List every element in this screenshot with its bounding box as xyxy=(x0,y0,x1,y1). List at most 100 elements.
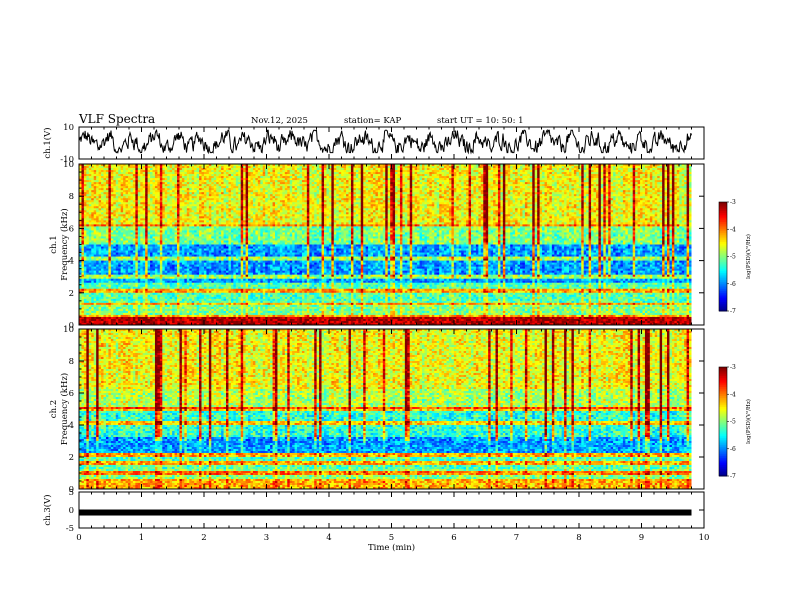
spectrogram-cell xyxy=(162,164,166,167)
spectrogram-cell xyxy=(353,170,357,173)
spectrogram-cell xyxy=(88,170,92,173)
spectrogram-cell xyxy=(257,174,261,177)
spectrogram-cell xyxy=(135,166,139,169)
spectrogram-cell xyxy=(422,166,425,169)
spectrogram-cell xyxy=(485,176,489,179)
spectrogram-cell xyxy=(326,166,330,169)
spectrogram-cell xyxy=(554,174,558,177)
spectrogram-cell xyxy=(319,168,322,171)
spectrogram-cell xyxy=(287,166,291,169)
spectrogram-cell xyxy=(201,166,205,169)
spectrogram-cell xyxy=(603,174,607,177)
spectrogram-cell xyxy=(649,168,653,171)
spectrogram-cell xyxy=(637,164,641,167)
spectrogram-cell xyxy=(132,170,136,173)
spectrogram-cell xyxy=(387,170,391,173)
spectrogram-cell xyxy=(186,172,190,175)
spectrogram-cell xyxy=(265,170,269,173)
spectrogram-cell xyxy=(689,174,692,177)
spectrogram-cell xyxy=(488,172,491,175)
spectrogram-cell xyxy=(586,168,589,171)
spectrogram-cell xyxy=(360,164,364,167)
spectrogram-cell xyxy=(505,168,509,171)
spectrogram-cell xyxy=(407,166,411,169)
spectrogram-cell xyxy=(463,168,467,171)
spectrogram-cell xyxy=(657,176,661,179)
spectrogram-cell xyxy=(385,176,389,179)
spectrogram-cell xyxy=(571,176,575,179)
spectrogram-cell xyxy=(248,168,251,171)
spectrogram-cell xyxy=(588,172,592,175)
spectrogram-cell xyxy=(186,176,190,179)
spectrogram-cell xyxy=(115,166,119,169)
spectrogram-cell xyxy=(233,166,237,169)
spectrogram-cell xyxy=(270,170,273,173)
spectrogram-cell xyxy=(544,168,548,171)
spectrogram-cell xyxy=(319,172,322,175)
spectrogram-cell xyxy=(270,164,273,167)
spectrogram-cell xyxy=(576,164,580,167)
spectrogram-cell xyxy=(338,174,342,177)
spectrogram-cell xyxy=(385,164,389,167)
spectrogram-cell xyxy=(358,172,362,175)
spectrogram-cell xyxy=(581,168,585,171)
spectrogram-cell xyxy=(385,174,389,177)
spectrogram-cell xyxy=(512,166,516,169)
spectrogram-cell xyxy=(294,168,298,171)
spectrogram-cell xyxy=(566,174,570,177)
spectrogram-cell xyxy=(252,168,256,171)
spectrogram-cell xyxy=(360,176,364,179)
spectrogram-cell xyxy=(230,172,234,175)
spectrogram-cell xyxy=(284,166,288,169)
spectrogram-cell xyxy=(159,170,163,173)
spectrogram-cell xyxy=(228,176,232,179)
spectrogram-cell xyxy=(248,164,251,167)
spectrogram-cell xyxy=(382,168,386,171)
spectrogram-cell xyxy=(228,166,232,169)
spectrogram-cell xyxy=(468,172,472,175)
spectrogram-cell xyxy=(426,176,430,179)
spectrogram-cell xyxy=(101,164,104,167)
spectrogram-cell xyxy=(414,174,418,177)
spectrogram-cell xyxy=(588,164,592,167)
spectrogram-cell xyxy=(559,174,563,177)
spectrogram-cell xyxy=(147,174,151,177)
spectrogram-cell xyxy=(365,174,369,177)
spectrogram-cell xyxy=(478,170,482,173)
spectrogram-cell xyxy=(196,172,200,175)
spectrogram-cell xyxy=(177,176,180,179)
spectrogram-cell xyxy=(199,172,202,175)
spectrogram-cell xyxy=(272,168,276,171)
spectrogram-cell xyxy=(637,176,641,179)
spectrogram-cell xyxy=(265,174,269,177)
spectrogram-cell xyxy=(213,172,217,175)
spectrogram-cell xyxy=(578,174,582,177)
spectrogram-cell xyxy=(91,166,95,169)
spectrogram-cell xyxy=(358,164,362,167)
spectrogram-cell xyxy=(101,176,104,179)
spectrogram-cell xyxy=(534,164,538,167)
spectrogram-cell xyxy=(647,168,651,171)
spectrogram-cell xyxy=(181,164,185,167)
spectrogram-cell xyxy=(123,172,126,175)
spectrogram-cell xyxy=(333,172,337,175)
spectrogram-cell xyxy=(434,164,438,167)
spectrogram-cell xyxy=(539,176,543,179)
spectrogram-cell xyxy=(539,174,543,177)
spectrogram-cell xyxy=(483,174,487,177)
spectrogram-cell xyxy=(500,164,504,167)
spectrogram-cell xyxy=(534,170,538,173)
spectrogram-cell xyxy=(228,172,232,175)
spectrogram-cell xyxy=(456,170,460,173)
spectrogram-cell xyxy=(517,172,521,175)
spectrogram-cell xyxy=(471,164,474,167)
spectrogram-cell xyxy=(243,168,246,171)
spectrogram-cell xyxy=(554,176,558,179)
spectrogram-cell xyxy=(625,164,629,167)
spectrogram-cell xyxy=(439,176,442,179)
spectrogram-cell xyxy=(306,170,310,173)
spectrogram-cell xyxy=(150,168,153,171)
spectrogram-cell xyxy=(238,174,242,177)
spectrogram-cell xyxy=(483,166,487,169)
spectrogram-cell xyxy=(279,166,283,169)
